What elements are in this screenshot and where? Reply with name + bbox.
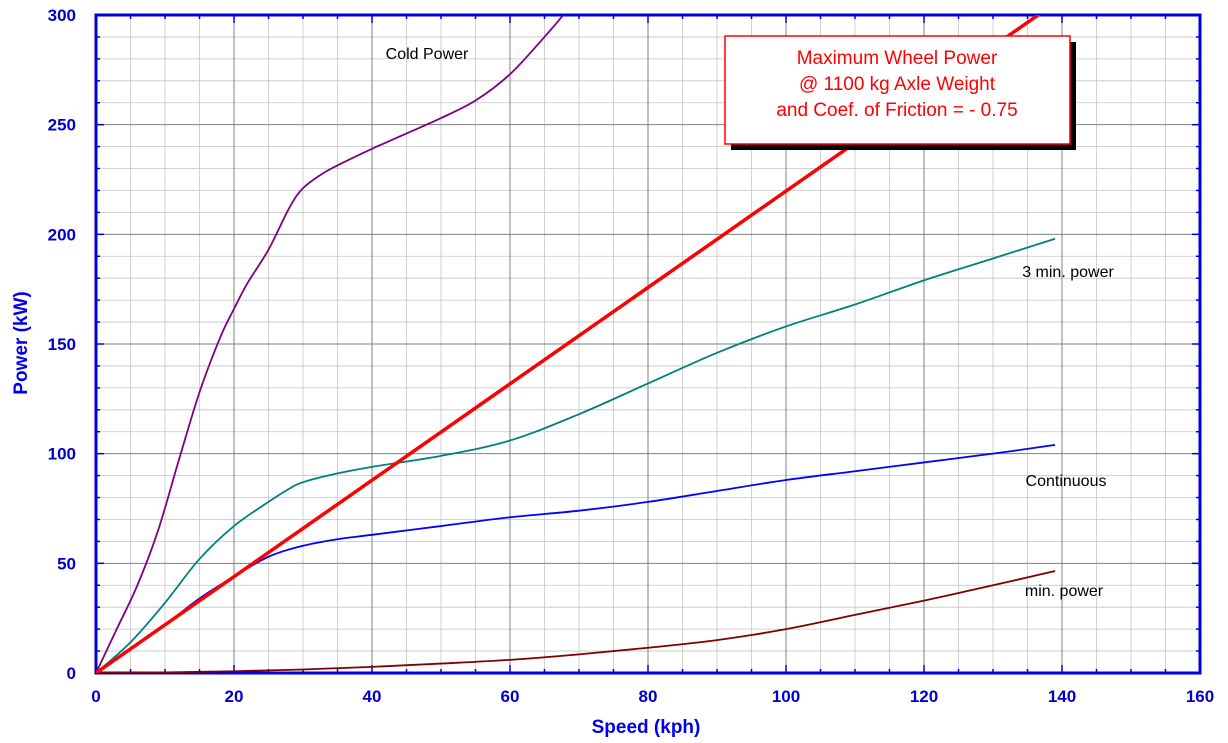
x-tick-label: 60 [501, 687, 520, 706]
x-tick-label: 140 [1048, 687, 1076, 706]
series-line-cold-power [96, 15, 565, 673]
callout-line-1: Maximum Wheel Power [797, 48, 998, 69]
labels: 0 20 40 60 80 100 120 140 160 0 50 100 150 200 250 300 C… [48, 6, 1215, 706]
y-tick-label: 250 [48, 116, 76, 135]
x-tick-label: 0 [91, 687, 100, 706]
x-tick-label: 40 [363, 687, 382, 706]
y-tick-label: 150 [48, 335, 76, 354]
y-tick-label: 200 [48, 225, 76, 244]
annotation-min-power: min. power [1025, 583, 1104, 600]
callout-line-3: and Coef. of Friction = - 0.75 [776, 100, 1017, 121]
y-axis-title: Power (kW) [11, 291, 32, 394]
annotation-continuous: Continuous [1026, 473, 1107, 490]
series-line-3-min-power [96, 237, 1056, 673]
x-tick-label: 100 [772, 687, 800, 706]
y-tick-label: 0 [67, 664, 76, 683]
y-tick-label: 300 [48, 6, 76, 25]
annotation-3-min-power: 3 min. power [1022, 264, 1114, 281]
axes [94, 13, 1202, 675]
annotation-cold-power: Cold Power [386, 46, 469, 63]
x-axis-title: Speed (kph) [592, 717, 701, 738]
max-wheel-power-callout: Maximum Wheel Power @ 1100 kg Axle Weigh… [724, 35, 1076, 150]
y-tick-label: 50 [57, 554, 76, 573]
x-tick-label: 80 [639, 687, 658, 706]
series-line-min-power [96, 570, 1056, 673]
callout-line-2: @ 1100 kg Axle Weight [799, 74, 996, 95]
y-tick-label: 100 [48, 445, 76, 464]
callout-box [724, 35, 1071, 145]
series-line-continuous [96, 444, 1056, 673]
x-tick-label: 120 [910, 687, 938, 706]
x-tick-label: 20 [225, 687, 244, 706]
x-tick-label: 160 [1186, 687, 1214, 706]
